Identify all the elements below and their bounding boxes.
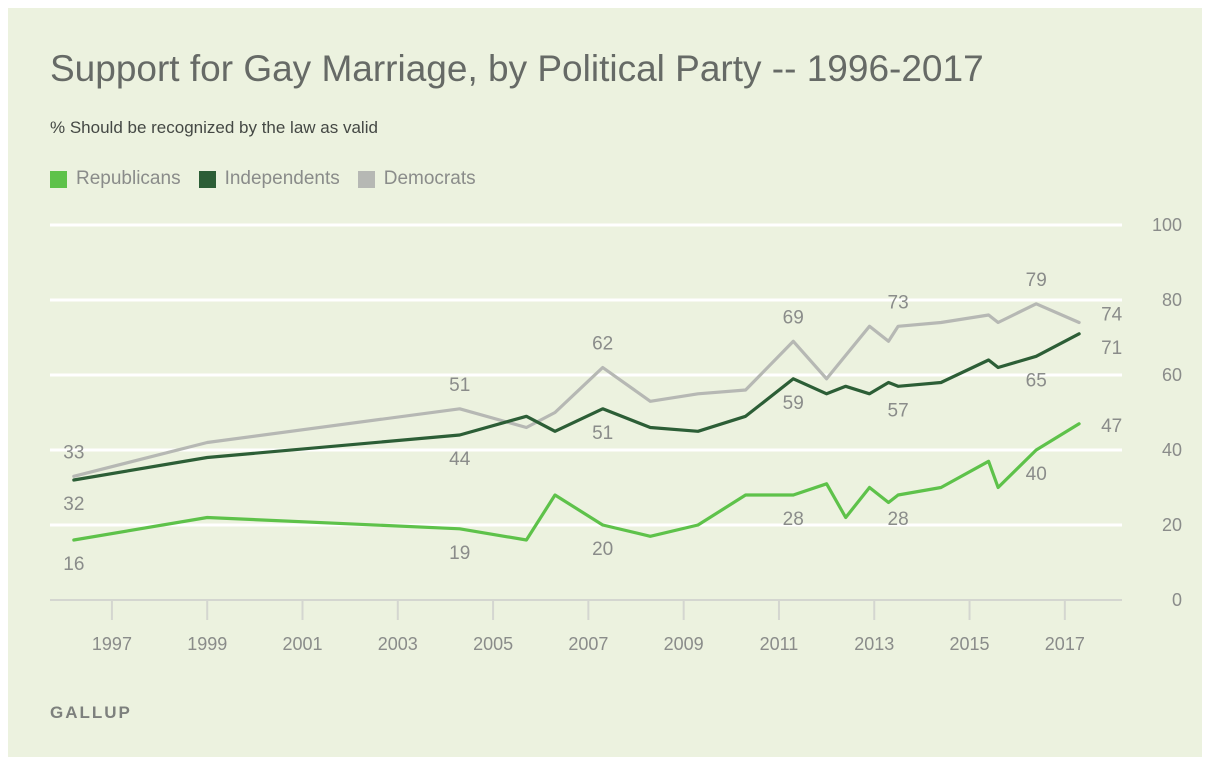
data-label-independents-59: 59 (783, 393, 804, 414)
data-label-independents-44: 44 (449, 449, 471, 470)
legend-item-democrats: Democrats (357, 168, 476, 190)
x-tick-label-1999: 1999 (187, 634, 227, 654)
source-label: GALLUP (50, 703, 132, 722)
legend-swatch-republicans (50, 170, 67, 188)
x-tick-label-2015: 2015 (950, 634, 990, 654)
x-tick-label-2007: 2007 (568, 634, 608, 654)
data-label-independents-51: 51 (592, 423, 613, 444)
data-label-democrats-51: 51 (449, 375, 470, 396)
chart-card: Support for Gay Marriage, by Political P… (8, 8, 1202, 757)
data-label-republicans-28: 28 (783, 509, 804, 530)
x-tick-label-2013: 2013 (854, 634, 894, 654)
data-label-democrats-73: 73 (888, 292, 909, 313)
label-layer: 0 20 40 60 80 100 1997 1999 2001 2003 2005 2007 2009… (63, 215, 1182, 654)
x-tick-label-1997: 1997 (92, 634, 132, 654)
legend-item-republicans: Republicans (50, 168, 181, 190)
data-label-independents-32: 32 (63, 494, 84, 515)
legend-label-republicans: Republicans (76, 168, 181, 189)
data-label-independents-57: 57 (888, 400, 909, 421)
legend: Republicans Independents Democrats (50, 168, 494, 190)
series-layer (72, 302, 1081, 542)
data-label-democrats-79: 79 (1026, 270, 1047, 291)
x-tick-label-2009: 2009 (664, 634, 704, 654)
data-label-republicans-47: 47 (1101, 416, 1122, 437)
x-tick-label-2011: 2011 (760, 634, 799, 654)
x-tick-label-2005: 2005 (473, 634, 513, 654)
series-line-republicans (72, 422, 1081, 542)
data-label-independents-71: 71 (1101, 338, 1122, 359)
x-tick-label-2017: 2017 (1045, 634, 1085, 654)
data-label-republicans-20: 20 (592, 539, 613, 560)
chart-title: Support for Gay Marriage, by Political P… (50, 48, 984, 89)
data-label-democrats-33: 33 (63, 442, 84, 463)
data-label-democrats-62: 62 (592, 334, 613, 355)
y-tick-label-20: 20 (1162, 515, 1182, 535)
y-tick-label-60: 60 (1162, 365, 1182, 385)
legend-item-independents: Independents (198, 168, 340, 190)
y-tick-label-40: 40 (1162, 440, 1182, 460)
data-label-republicans-19: 19 (449, 543, 470, 564)
y-tick-label-0: 0 (1172, 590, 1182, 610)
y-tick-label-80: 80 (1162, 290, 1182, 310)
data-label-republicans-28: 28 (888, 509, 909, 530)
grid-layer (50, 223, 1122, 620)
legend-swatch-democrats (357, 170, 375, 188)
legend-label-independents: Independents (224, 168, 340, 189)
data-label-republicans-40: 40 (1026, 464, 1047, 485)
series-line-democrats (72, 302, 1081, 478)
data-label-democrats-69: 69 (783, 307, 804, 328)
data-label-republicans-16: 16 (63, 554, 84, 575)
x-tick-label-2003: 2003 (378, 634, 418, 654)
x-tick-label-2001: 2001 (282, 634, 322, 654)
y-tick-label-100: 100 (1152, 215, 1182, 235)
chart-subtitle: % Should be recognized by the law as val… (50, 118, 378, 137)
data-label-independents-65: 65 (1026, 370, 1047, 391)
legend-label-democrats: Democrats (383, 168, 476, 189)
data-label-democrats-74: 74 (1101, 305, 1123, 326)
series-line-independents (72, 332, 1081, 482)
legend-swatch-independents (198, 170, 216, 188)
